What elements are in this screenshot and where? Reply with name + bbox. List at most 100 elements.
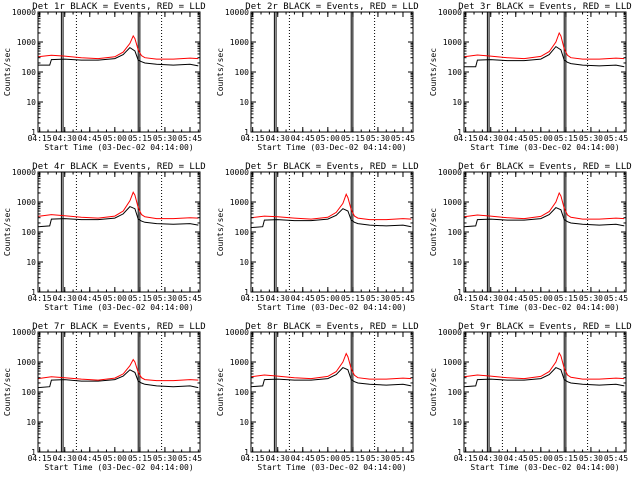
y-tick-label: 10	[239, 418, 249, 427]
x-tick-label: 05:15	[554, 294, 578, 303]
chart-panel-2: Det 2r BLACK = Events, RED = LLD 1 10 100 10…	[216, 2, 419, 152]
x-tick-label: 05:45	[178, 134, 202, 143]
y-axis-label: Counts/sec	[216, 208, 225, 256]
y-tick-label: 10	[452, 258, 462, 267]
plot-frame	[250, 331, 414, 453]
chart-title: Det 4r BLACK = Events, RED = LLD	[32, 162, 205, 172]
x-tick-label: 05:30	[153, 134, 177, 143]
series-line-lld	[463, 31, 625, 60]
series-line-lld	[37, 34, 199, 60]
series-line-events	[463, 367, 625, 388]
series-line-events	[463, 207, 625, 228]
x-tick-label: 05:15	[128, 454, 152, 463]
x-tick-label: 04:15	[241, 134, 265, 143]
series-line-events	[38, 46, 199, 67]
chart-title: Det 1r BLACK = Events, RED = LLD	[32, 2, 205, 12]
plot-frame	[37, 331, 201, 453]
x-tick-label: 05:15	[341, 134, 365, 143]
x-tick-label: 04:30	[266, 454, 290, 463]
y-tick-label: 1	[244, 288, 249, 297]
x-axis-label: Start Time (03-Dec-02 04:14:00)	[257, 463, 406, 472]
x-tick-label: 04:30	[266, 294, 290, 303]
y-tick-label: 10	[239, 98, 249, 107]
y-tick-label: 10	[452, 418, 462, 427]
x-axis-label: Start Time (03-Dec-02 04:14:00)	[257, 303, 406, 312]
chart-title: Det 8r BLACK = Events, RED = LLD	[245, 322, 418, 332]
x-axis-label: Start Time (03-Dec-02 04:14:00)	[470, 463, 619, 472]
series-line-lld	[250, 352, 412, 380]
chart-title: Det 7r BLACK = Events, RED = LLD	[32, 322, 205, 332]
plot-frame	[37, 171, 201, 293]
x-tick-label: 04:45	[504, 454, 528, 463]
y-axis-label: Counts/sec	[3, 208, 12, 256]
y-tick-label: 100	[448, 68, 463, 77]
x-tick-label: 05:00	[529, 134, 553, 143]
x-tick-label: 05:15	[128, 294, 152, 303]
x-tick-label: 04:15	[454, 294, 478, 303]
y-tick-label: 100	[22, 228, 37, 237]
y-tick-label: 10000	[225, 328, 249, 337]
y-tick-label: 1	[457, 128, 462, 137]
x-tick-label: 04:15	[28, 134, 52, 143]
y-tick-label: 10000	[438, 8, 462, 17]
y-tick-label: 10000	[225, 168, 249, 177]
y-axis-label: Counts/sec	[216, 368, 225, 416]
series-line-events	[464, 45, 625, 68]
y-axis-label: Counts/sec	[3, 368, 12, 416]
y-tick-label: 1	[31, 448, 36, 457]
y-tick-label: 100	[22, 388, 37, 397]
y-axis-label: Counts/sec	[3, 48, 12, 96]
chart-title: Det 2r BLACK = Events, RED = LLD	[245, 2, 418, 12]
x-tick-label: 04:45	[78, 454, 102, 463]
x-axis-label: Start Time (03-Dec-02 04:14:00)	[44, 303, 193, 312]
y-tick-label: 10	[26, 98, 36, 107]
chart-title: Det 6r BLACK = Events, RED = LLD	[458, 162, 631, 172]
plot-frame	[37, 11, 201, 133]
y-tick-label: 10	[26, 258, 36, 267]
series-line-lld	[463, 191, 625, 220]
x-tick-label: 05:00	[316, 134, 340, 143]
y-tick-label: 1	[244, 448, 249, 457]
y-tick-label: 100	[235, 228, 250, 237]
y-tick-label: 100	[448, 228, 463, 237]
y-tick-label: 10000	[12, 8, 36, 17]
x-tick-label: 05:30	[579, 454, 603, 463]
x-tick-label: 04:30	[53, 134, 77, 143]
x-tick-label: 05:15	[341, 294, 365, 303]
series-line-lld	[37, 191, 199, 220]
series-line-events	[37, 369, 199, 389]
y-axis-label: Counts/sec	[429, 48, 438, 96]
x-tick-label: 05:30	[153, 454, 177, 463]
y-tick-label: 100	[22, 68, 37, 77]
chart-panel-9: Det 9r BLACK = Events, RED = LLD 1 10 100 10…	[429, 322, 632, 472]
x-tick-label: 05:30	[579, 134, 603, 143]
x-tick-label: 05:45	[604, 134, 628, 143]
x-tick-label: 05:15	[128, 134, 152, 143]
y-tick-label: 10000	[225, 8, 249, 17]
x-tick-label: 04:30	[479, 134, 503, 143]
x-tick-label: 04:30	[53, 454, 77, 463]
y-tick-label: 1	[31, 128, 36, 137]
x-tick-label: 05:30	[366, 454, 390, 463]
x-tick-label: 04:45	[504, 294, 528, 303]
x-tick-label: 04:15	[28, 454, 52, 463]
x-tick-label: 04:30	[53, 294, 77, 303]
y-tick-label: 1	[244, 128, 249, 137]
y-tick-label: 10000	[12, 168, 36, 177]
y-tick-label: 10	[239, 258, 249, 267]
chart-title: Det 5r BLACK = Events, RED = LLD	[245, 162, 418, 172]
y-tick-label: 100	[448, 388, 463, 397]
y-tick-label: 10000	[12, 328, 36, 337]
plot-frame	[463, 331, 627, 453]
x-tick-label: 05:00	[103, 454, 127, 463]
chart-panel-4: Det 4r BLACK = Events, RED = LLD 1 10 100 10…	[3, 162, 206, 312]
chart-title: Det 3r BLACK = Events, RED = LLD	[458, 2, 631, 12]
x-tick-label: 04:45	[291, 454, 315, 463]
y-tick-label: 1000	[17, 38, 36, 47]
x-tick-label: 04:45	[504, 134, 528, 143]
chart-title: Det 9r BLACK = Events, RED = LLD	[458, 322, 631, 332]
x-tick-label: 05:00	[103, 294, 127, 303]
x-tick-label: 05:00	[529, 294, 553, 303]
y-tick-label: 1000	[230, 198, 249, 207]
